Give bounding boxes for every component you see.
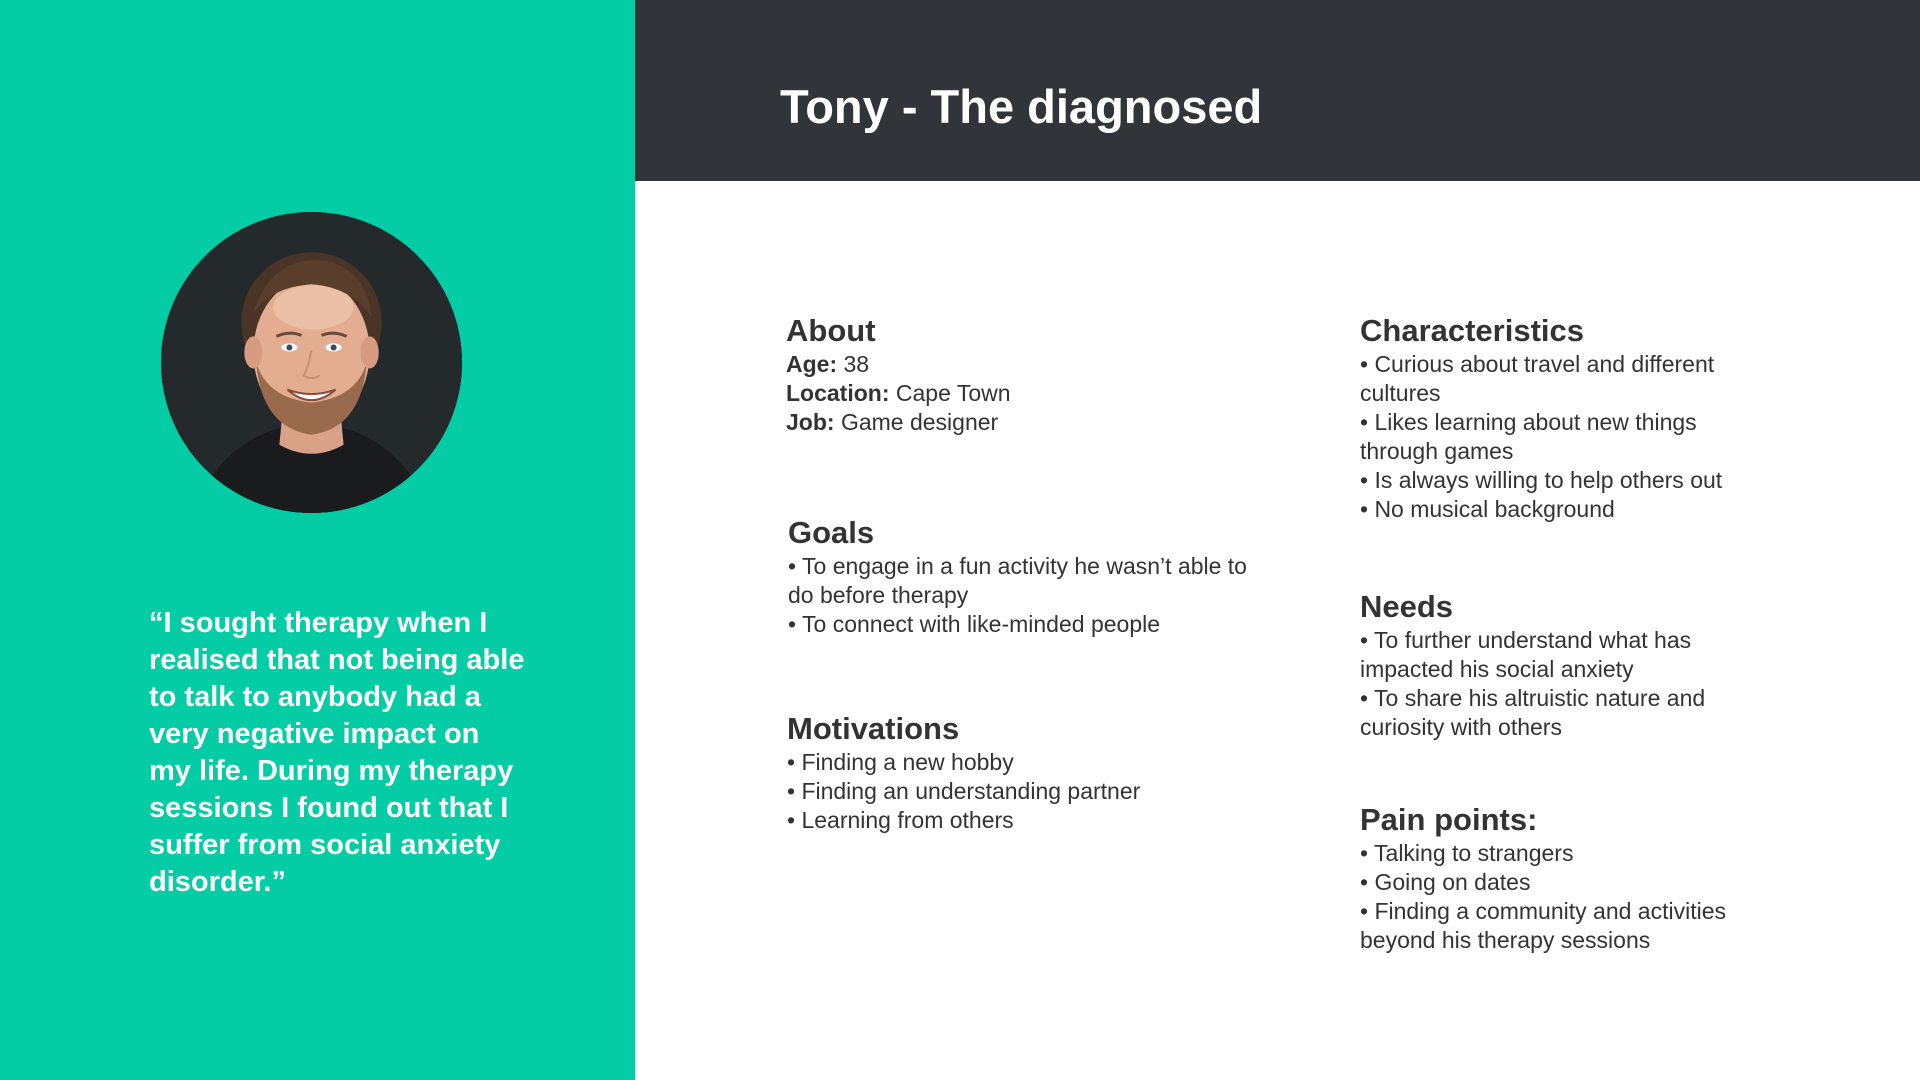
list-item: • Talking to strangers bbox=[1360, 840, 1574, 866]
location-label: Location: bbox=[786, 380, 890, 406]
needs-heading: Needs bbox=[1360, 589, 1454, 624]
persona-avatar bbox=[161, 212, 462, 513]
job-value: Game designer bbox=[840, 409, 999, 435]
characteristics-heading: Characteristics bbox=[1360, 313, 1585, 348]
list-item: • Curious about travel and different cul… bbox=[1360, 351, 1715, 406]
motivations-heading: Motivations bbox=[787, 711, 960, 746]
list-item: • To connect with like-minded people bbox=[788, 611, 1161, 637]
job-row: Job: Game designer bbox=[786, 408, 1266, 437]
persona-quote: “I sought therapy when I realised that n… bbox=[149, 607, 525, 898]
list-item: • Finding an understanding partner bbox=[787, 778, 1141, 804]
age-value: 38 bbox=[843, 351, 870, 377]
list-item: • No musical background bbox=[1360, 496, 1615, 522]
list-item: • Learning from others bbox=[787, 807, 1014, 833]
goals-heading: Goals bbox=[788, 515, 875, 550]
page-title: Tony - The diagnosed bbox=[780, 80, 1263, 133]
list-item: • Likes learning about new things throug… bbox=[1360, 409, 1697, 464]
location-row: Location: Cape Town bbox=[786, 379, 1266, 408]
list-item: • Finding a new hobby bbox=[787, 749, 1014, 775]
header-bar: Tony - The diagnosed bbox=[635, 0, 1920, 181]
characteristics-section: Characteristics • Curious about travel a… bbox=[1360, 312, 1780, 524]
list-item: • Is always willing to help others out bbox=[1360, 467, 1723, 493]
list-item: • To engage in a fun activity he wasn’t … bbox=[788, 553, 1247, 608]
list-item: • To further understand what has impacte… bbox=[1360, 627, 1692, 682]
pain-points-section: Pain points: • Talking to strangers • Go… bbox=[1360, 801, 1780, 955]
location-value: Cape Town bbox=[895, 380, 1011, 406]
list-item: • Going on dates bbox=[1360, 869, 1531, 895]
about-heading: About bbox=[786, 313, 876, 348]
age-label: Age: bbox=[786, 351, 838, 377]
needs-section: Needs • To further understand what has i… bbox=[1360, 588, 1780, 742]
persona-photo bbox=[161, 212, 462, 513]
persona-sidebar: “I sought therapy when I realised that n… bbox=[0, 0, 635, 1080]
age-row: Age: 38 bbox=[786, 350, 1266, 379]
job-label: Job: bbox=[786, 409, 835, 435]
motivations-section: Motivations • Finding a new hobby • Find… bbox=[787, 710, 1267, 835]
about-section: About Age: 38 Location: Cape Town Job: G… bbox=[786, 312, 1266, 437]
list-item: • To share his altruistic nature and cur… bbox=[1360, 685, 1706, 740]
goals-section: Goals • To engage in a fun activity he w… bbox=[788, 514, 1268, 639]
list-item: • Finding a community and activities bey… bbox=[1360, 898, 1726, 953]
pain-points-heading: Pain points: bbox=[1360, 802, 1538, 837]
